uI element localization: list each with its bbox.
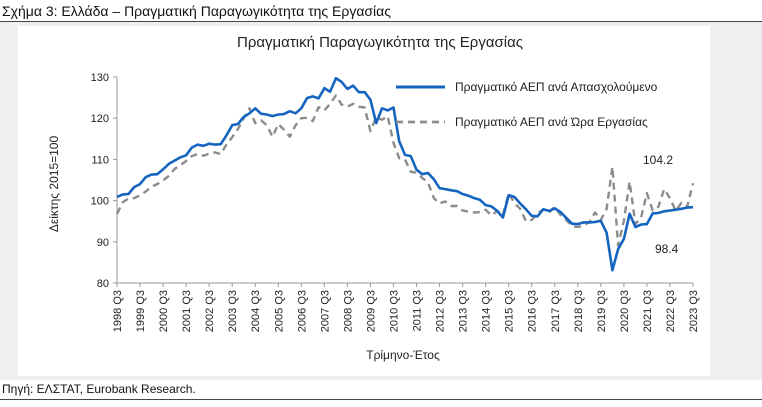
x-tick-label: 2020 Q3 — [619, 290, 631, 332]
y-tick-label: 110 — [91, 154, 109, 166]
y-tick-label: 120 — [91, 113, 109, 125]
x-axis: 1998 Q3 1999 Q3 2000 Q3 2001 Q3 2002 Q3 2003 … — [112, 282, 700, 332]
series-layer — [115, 76, 695, 272]
line-chart: Πραγματική Παραγωγικότητα της Εργασίας 8… — [47, 34, 700, 362]
legend-label: Πραγματικό ΑΕΠ ανά Απασχολούμενο — [455, 80, 658, 94]
y-tick-label: 130 — [91, 72, 109, 84]
y-tick-label: 80 — [97, 278, 109, 290]
chart-container: Πραγματική Παραγωγικότητα της Εργασίας 8… — [18, 26, 710, 376]
figure-title: Σχήμα 3: Ελλάδα – Πραγματική Παραγωγικότ… — [2, 3, 392, 19]
x-tick-label: 2016 Q3 — [527, 290, 539, 332]
y-axis: 80 90 100 110 120 130 — [91, 72, 118, 290]
x-tick-label: 2007 Q3 — [319, 290, 331, 332]
x-tick-label: 2023 Q3 — [688, 290, 700, 332]
x-tick-label: 2008 Q3 — [342, 290, 354, 332]
x-tick-label: 2017 Q3 — [550, 290, 562, 332]
x-tick-label: 2004 Q3 — [250, 290, 262, 332]
x-tick-label: 2000 Q3 — [158, 290, 170, 332]
chart-legend: Πραγματικό ΑΕΠ ανά Απασχολούμενο Πραγματι… — [396, 80, 658, 129]
x-tick-label: 2021 Q3 — [642, 290, 654, 332]
y-axis-label: Δείκτης 2015=100 — [47, 136, 61, 233]
source-divider — [0, 399, 762, 400]
x-tick-label: 2019 Q3 — [596, 290, 608, 332]
legend-label: Πραγματικό ΑΕΠ ανά Ώρα Εργασίας — [455, 115, 648, 129]
y-tick-label: 90 — [97, 237, 109, 249]
annotation-label: 104.2 — [643, 153, 673, 167]
source-note: Πηγή: ΕΛΣΤΑΤ, Eurobank Research. — [2, 382, 196, 396]
x-tick-label: 2014 Q3 — [481, 290, 493, 332]
x-tick-label: 2009 Q3 — [365, 290, 377, 332]
x-tick-label: 2002 Q3 — [204, 290, 216, 332]
x-tick-label: 2010 Q3 — [388, 290, 400, 332]
x-tick-label: 2022 Q3 — [665, 290, 677, 332]
annotations: 104.2 98.4 — [643, 153, 679, 256]
x-tick-label: 2013 Q3 — [458, 290, 470, 332]
x-tick-label: 1999 Q3 — [135, 290, 147, 332]
figure-header: Σχήμα 3: Ελλάδα – Πραγματική Παραγωγικότ… — [0, 0, 762, 22]
x-axis-label: Τρίμηνο-Έτος — [366, 348, 440, 362]
x-tick-label: 2001 Q3 — [181, 290, 193, 332]
x-tick-label: 2003 Q3 — [227, 290, 239, 332]
x-tick-label: 2005 Q3 — [273, 290, 285, 332]
series-line-per-employee — [116, 76, 694, 272]
header-divider — [0, 21, 762, 22]
y-tick-label: 100 — [91, 196, 109, 208]
x-tick-label: 1998 Q3 — [112, 290, 124, 332]
x-tick-label: 2011 Q3 — [412, 290, 424, 331]
series-line-per-hour — [115, 94, 695, 247]
annotation-label: 98.4 — [655, 242, 679, 256]
x-tick-label: 2006 Q3 — [296, 290, 308, 332]
chart-title: Πραγματική Παραγωγικότητα της Εργασίας — [237, 34, 523, 51]
x-tick-label: 2015 Q3 — [504, 290, 516, 332]
x-tick-label: 2018 Q3 — [573, 290, 585, 332]
x-tick-label: 2012 Q3 — [435, 290, 447, 332]
